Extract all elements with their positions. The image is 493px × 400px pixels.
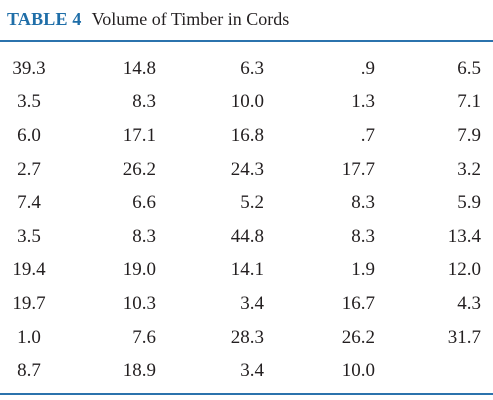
table-cell: 1.3 [351, 91, 375, 113]
table-body: 39.3 14.8 6.3 .9 6.5 3.5 8.3 10.0 1.3 7.1 6.0 17.1 1… [0, 52, 493, 388]
table-cell: 39.3 [12, 57, 46, 79]
row-padding [481, 86, 493, 120]
table-cell [375, 354, 481, 388]
row-padding [481, 52, 493, 86]
row-padding [481, 153, 493, 187]
table-row: 3.5 8.3 44.8 8.3 13.4 [0, 220, 493, 254]
table-cell: 13.4 [447, 225, 481, 247]
table-cell: 28.3 [230, 326, 264, 348]
table-cell: 3.5 [17, 91, 41, 113]
table-cell: 7.4 [17, 192, 41, 214]
table-cell: 19.4 [12, 259, 46, 281]
table-cell: 12.0 [447, 259, 481, 281]
bottom-rule [0, 393, 493, 395]
table-cell: 7.6 [132, 326, 156, 348]
table-cell: 6.3 [240, 57, 264, 79]
timber-volume-table: 39.3 14.8 6.3 .9 6.5 3.5 8.3 10.0 1.3 7.1 6.0 17.1 1… [0, 52, 493, 388]
row-padding [481, 354, 493, 388]
row-padding [481, 119, 493, 153]
table-cell: .7 [360, 124, 375, 146]
table-row: 1.0 7.6 28.3 26.2 31.7 [0, 321, 493, 355]
table-cell: 2.7 [17, 158, 41, 180]
top-rule [0, 40, 493, 42]
table-cell: 7.9 [457, 124, 481, 146]
row-padding [481, 186, 493, 220]
table-row: 3.5 8.3 10.0 1.3 7.1 [0, 86, 493, 120]
table-cell: 7.1 [457, 91, 481, 113]
table-cell: 10.3 [122, 292, 156, 314]
table-cell: 31.7 [447, 326, 481, 348]
table-cell: 18.9 [122, 360, 156, 382]
table-cell: 14.8 [122, 57, 156, 79]
table-cell: 5.2 [240, 192, 264, 214]
table-cell: 5.9 [457, 192, 481, 214]
table-row: 2.7 26.2 24.3 17.7 3.2 [0, 153, 493, 187]
table-cell: 19.7 [12, 292, 46, 314]
table-cell: 17.7 [341, 158, 375, 180]
table-cell: 24.3 [230, 158, 264, 180]
table-caption: Volume of Timber in Cords [91, 9, 290, 29]
table-cell: 14.1 [230, 259, 264, 281]
table-cell: 1.0 [17, 326, 41, 348]
row-padding [481, 321, 493, 355]
row-padding [481, 220, 493, 254]
table-cell: 3.5 [17, 225, 41, 247]
table-row: 39.3 14.8 6.3 .9 6.5 [0, 52, 493, 86]
table-cell: 6.0 [17, 124, 41, 146]
table-number-label: TABLE 4 [7, 9, 82, 29]
table-cell: 1.9 [351, 259, 375, 281]
table-cell: 26.2 [341, 326, 375, 348]
table-cell: 26.2 [122, 158, 156, 180]
table-cell: 3.2 [457, 158, 481, 180]
table-cell: 19.0 [122, 259, 156, 281]
table-cell: 8.3 [132, 225, 156, 247]
table-row: 8.7 18.9 3.4 10.0 [0, 354, 493, 388]
table-cell: 10.0 [341, 360, 375, 382]
table-row: 19.4 19.0 14.1 1.9 12.0 [0, 254, 493, 288]
table-cell: 44.8 [230, 225, 264, 247]
table-row: 7.4 6.6 5.2 8.3 5.9 [0, 186, 493, 220]
table-cell: 17.1 [122, 124, 156, 146]
table-row: 6.0 17.1 16.8 .7 7.9 [0, 119, 493, 153]
table-cell: 16.8 [230, 124, 264, 146]
table-cell: 16.7 [341, 292, 375, 314]
table-cell: 6.5 [457, 57, 481, 79]
table-title: TABLE 4 Volume of Timber in Cords [7, 8, 289, 30]
table-cell: 3.4 [240, 360, 264, 382]
table-row: 19.7 10.3 3.4 16.7 4.3 [0, 287, 493, 321]
row-padding [481, 287, 493, 321]
table-cell: 3.4 [240, 292, 264, 314]
table-cell: 8.7 [17, 360, 41, 382]
table-cell: 8.3 [351, 225, 375, 247]
table-cell: 8.3 [132, 91, 156, 113]
table-cell: .9 [360, 57, 375, 79]
row-padding [481, 254, 493, 288]
table-cell: 4.3 [457, 292, 481, 314]
table-cell: 6.6 [132, 192, 156, 214]
table-cell: 8.3 [351, 192, 375, 214]
table-cell: 10.0 [230, 91, 264, 113]
